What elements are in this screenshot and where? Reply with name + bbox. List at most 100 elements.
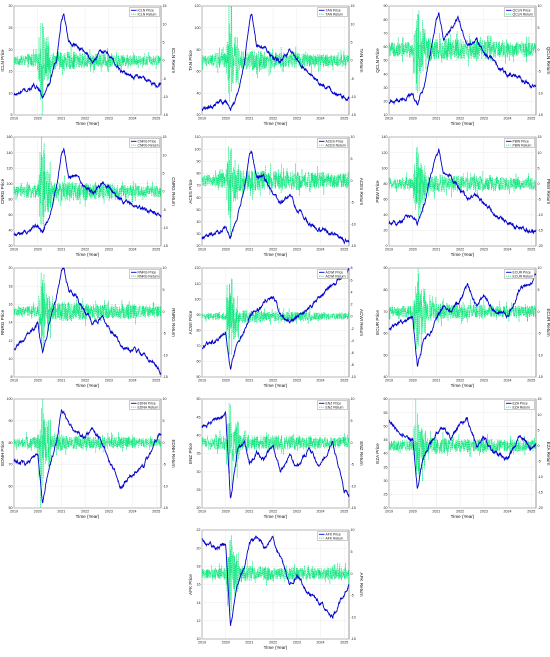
x-tick-label: 2019 — [10, 248, 18, 252]
y2-tick-label: -5 — [163, 463, 166, 467]
x-tick-label: 2025 — [152, 379, 160, 383]
y-tick-label: 90 — [197, 313, 201, 317]
y2-tick-label: 5 — [163, 41, 165, 45]
panel-rnrg: 8 10 12 14 16 18 20 -15 -10 -5 0 5 10 2019 2020 2021 202… — [0, 266, 176, 388]
y2-tick-label: 0 — [163, 59, 165, 63]
y-tick-label: 20 — [384, 100, 388, 104]
y2-tick-label: -10 — [538, 475, 543, 479]
x-axis-label: Time (Year) — [76, 252, 100, 257]
x-tick-label: 2019 — [385, 510, 393, 514]
y2-tick-label: 5 — [163, 172, 165, 176]
y-tick-label: 14 — [197, 601, 201, 605]
x-tick-label: 2020 — [222, 379, 230, 383]
x-tick-label: 2021 — [245, 641, 253, 645]
legend-box — [129, 138, 160, 148]
legend-box — [504, 7, 535, 17]
y-tick-label: 70 — [9, 463, 13, 467]
y-tick-label: 50 — [197, 208, 201, 212]
y2-tick-label: -10 — [163, 484, 168, 488]
y-tick-label: 30 — [197, 470, 201, 474]
y-tick-label: 90 — [197, 159, 201, 163]
series-return-line — [388, 10, 537, 93]
y2-tick-label: 2 — [351, 303, 353, 307]
y-tick-label: 20 — [197, 506, 201, 510]
legend-label-return: ACWI Return — [326, 274, 346, 278]
x-axis-label: Time (Year) — [451, 514, 475, 519]
series-price-line — [388, 416, 537, 490]
series-return-line — [201, 278, 350, 355]
y2-tick-label: -5 — [351, 201, 354, 205]
x-axis-label: Time (Year) — [451, 252, 475, 257]
y-tick-label: 100 — [7, 182, 13, 186]
x-tick-label: 2020 — [34, 379, 42, 383]
y-tick-label: 12 — [197, 619, 201, 623]
y-tick-label: 100 — [382, 166, 388, 170]
y2-axis-label: ACES Return — [359, 178, 364, 206]
y-tick-label: 50 — [384, 59, 388, 63]
y-tick-label: 30 — [384, 86, 388, 90]
legend-box — [317, 400, 348, 410]
x-tick-label: 2019 — [385, 379, 393, 383]
x-tick-label: 2019 — [385, 248, 393, 252]
y-tick-label: 40 — [9, 229, 13, 233]
y-tick-label: 160 — [7, 135, 13, 139]
y2-tick-label: -8 — [351, 363, 354, 367]
x-tick-label: 2023 — [105, 379, 113, 383]
x-tick-label: 2023 — [105, 510, 113, 514]
y2-tick-label: 0 — [538, 444, 540, 448]
y-tick-label: 70 — [197, 184, 201, 188]
y-tick-label: 10 — [384, 113, 388, 117]
y-tick-label: 70 — [197, 344, 201, 348]
x-tick-label: 2024 — [317, 641, 325, 645]
y-tick-label: 0 — [386, 244, 388, 248]
y2-tick-label: -15 — [163, 375, 168, 379]
plot-area — [388, 267, 537, 378]
x-tick-label: 2025 — [340, 510, 348, 514]
legend-label-return: PBW Return — [513, 143, 532, 147]
y-tick-label: 70 — [384, 31, 388, 35]
y-tick-label: 22 — [197, 528, 201, 532]
x-tick-label: 2022 — [456, 379, 464, 383]
x-tick-label: 2021 — [245, 510, 253, 514]
x-tick-label: 2024 — [317, 379, 325, 383]
y-tick-label: 14 — [9, 321, 13, 325]
x-tick-label: 2021 — [57, 379, 65, 383]
x-tick-label: 2025 — [152, 248, 160, 252]
y-tick-label: 35 — [197, 452, 201, 456]
y2-tick-label: -15 — [538, 113, 543, 117]
x-tick-label: 2023 — [293, 510, 301, 514]
x-axis-label: Time (Year) — [264, 383, 288, 388]
x-tick-label: 2019 — [198, 248, 206, 252]
y-tick-label: 15 — [9, 70, 13, 74]
legend-label-return: CNRG Return — [138, 143, 159, 147]
y2-tick-label: -5 — [351, 77, 354, 81]
y2-tick-label: 15 — [538, 397, 542, 401]
legend-label-return: QCLN Return — [513, 12, 534, 16]
y2-tick-label: 5 — [538, 288, 540, 292]
y-tick-label: 40 — [384, 375, 388, 379]
y-tick-label: 60 — [384, 397, 388, 401]
y-tick-label: 60 — [197, 196, 201, 200]
series-price-line — [13, 267, 162, 376]
y2-tick-label: -10 — [351, 375, 356, 379]
y-tick-label: 20 — [197, 113, 201, 117]
series-return-line — [388, 146, 537, 221]
y2-tick-label: 10 — [351, 22, 355, 26]
x-tick-label: 2020 — [222, 641, 230, 645]
x-axis-label: Time (Year) — [76, 383, 100, 388]
y-tick-label: 110 — [195, 282, 201, 286]
y-axis-label: QCLN Price — [375, 48, 380, 73]
x-tick-label: 2024 — [129, 117, 137, 121]
x-tick-label: 2021 — [245, 379, 253, 383]
y2-tick-label: -10 — [163, 95, 168, 99]
x-tick-label: 2024 — [317, 248, 325, 252]
x-tick-label: 2020 — [222, 510, 230, 514]
y-tick-label: 30 — [384, 479, 388, 483]
y2-tick-label: 5 — [351, 419, 353, 423]
x-tick-label: 2021 — [245, 248, 253, 252]
